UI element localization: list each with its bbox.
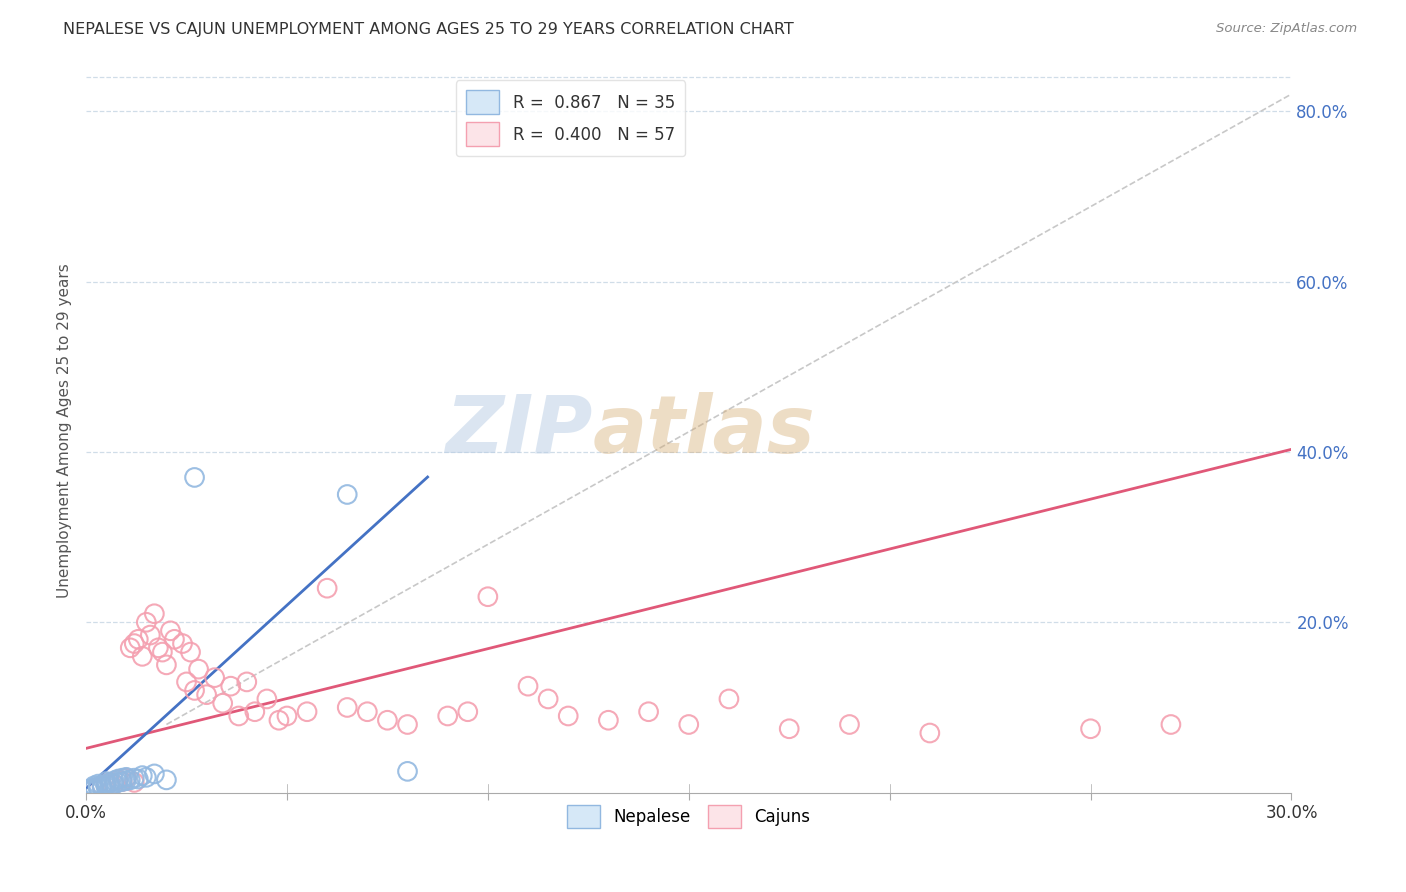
Point: [152, 645, 174, 659]
Point: [436, 709, 458, 723]
Point: [107, 775, 129, 789]
Point: [336, 700, 359, 714]
Point: [91, 779, 114, 793]
Point: [155, 772, 177, 787]
Point: [127, 772, 149, 786]
Point: [163, 632, 186, 647]
Point: [678, 717, 700, 731]
Point: [356, 705, 378, 719]
Point: [124, 771, 146, 785]
Point: [457, 705, 479, 719]
Point: [838, 717, 860, 731]
Point: [243, 705, 266, 719]
Point: [139, 628, 162, 642]
Point: [204, 671, 226, 685]
Point: [267, 713, 290, 727]
Point: [124, 636, 146, 650]
Point: [87, 780, 110, 794]
Point: [83, 781, 105, 796]
Point: [91, 778, 114, 792]
Point: [115, 773, 138, 788]
Point: [82, 781, 104, 796]
Point: [103, 777, 125, 791]
Point: [107, 772, 129, 786]
Point: [159, 624, 181, 638]
Point: [155, 657, 177, 672]
Point: [96, 777, 118, 791]
Point: [120, 772, 142, 787]
Point: [131, 769, 153, 783]
Point: [79, 782, 101, 797]
Point: [316, 581, 339, 595]
Point: [107, 772, 129, 787]
Point: [256, 692, 278, 706]
Point: [276, 709, 298, 723]
Point: [111, 771, 134, 785]
Text: Source: ZipAtlas.com: Source: ZipAtlas.com: [1216, 22, 1357, 36]
Point: [176, 674, 198, 689]
Point: [91, 780, 114, 795]
Point: [1080, 722, 1102, 736]
Point: [778, 722, 800, 736]
Point: [103, 773, 125, 788]
Point: [127, 632, 149, 647]
Point: [396, 717, 419, 731]
Point: [98, 775, 121, 789]
Point: [918, 726, 941, 740]
Point: [124, 775, 146, 789]
Point: [1160, 717, 1182, 731]
Y-axis label: Unemployment Among Ages 25 to 29 years: Unemployment Among Ages 25 to 29 years: [58, 263, 72, 598]
Point: [77, 784, 100, 798]
Point: [87, 781, 110, 796]
Point: [211, 696, 233, 710]
Point: [120, 640, 142, 655]
Point: [96, 777, 118, 791]
Point: [98, 775, 121, 789]
Point: [135, 615, 157, 630]
Point: [135, 770, 157, 784]
Text: ZIP: ZIP: [444, 392, 592, 469]
Point: [115, 770, 138, 784]
Point: [79, 783, 101, 797]
Legend: Nepalese, Cajuns: Nepalese, Cajuns: [561, 798, 817, 835]
Point: [96, 774, 118, 789]
Point: [111, 774, 134, 789]
Point: [717, 692, 740, 706]
Point: [103, 777, 125, 791]
Point: [115, 771, 138, 785]
Point: [598, 713, 620, 727]
Point: [537, 692, 560, 706]
Point: [96, 780, 118, 794]
Point: [637, 705, 659, 719]
Point: [87, 777, 110, 791]
Point: [83, 779, 105, 793]
Point: [131, 649, 153, 664]
Text: atlas: atlas: [592, 392, 815, 469]
Point: [143, 767, 166, 781]
Point: [396, 764, 419, 779]
Point: [336, 487, 359, 501]
Point: [183, 683, 205, 698]
Point: [83, 780, 105, 795]
Point: [143, 607, 166, 621]
Point: [219, 679, 242, 693]
Point: [557, 709, 579, 723]
Point: [98, 779, 121, 793]
Point: [295, 705, 318, 719]
Point: [517, 679, 540, 693]
Text: NEPALESE VS CAJUN UNEMPLOYMENT AMONG AGES 25 TO 29 YEARS CORRELATION CHART: NEPALESE VS CAJUN UNEMPLOYMENT AMONG AGE…: [63, 22, 794, 37]
Point: [83, 782, 105, 797]
Point: [377, 713, 399, 727]
Point: [148, 640, 170, 655]
Point: [477, 590, 499, 604]
Point: [111, 774, 134, 789]
Point: [236, 674, 259, 689]
Point: [172, 636, 194, 650]
Point: [228, 709, 250, 723]
Point: [180, 645, 202, 659]
Point: [183, 470, 205, 484]
Point: [187, 662, 209, 676]
Point: [195, 688, 218, 702]
